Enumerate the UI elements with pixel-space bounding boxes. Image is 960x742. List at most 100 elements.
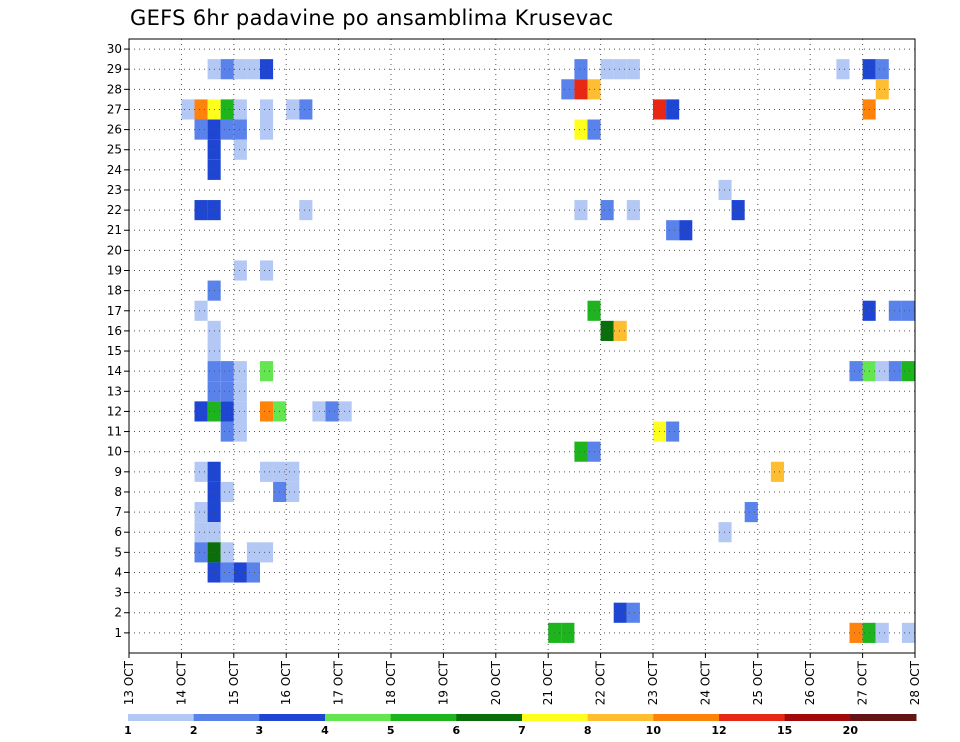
- y-tick-label: 21: [107, 223, 122, 237]
- y-tick-label: 12: [107, 404, 122, 418]
- heatmap-cell: [286, 481, 300, 503]
- legend-swatch: [390, 714, 457, 721]
- heatmap-cell: [233, 421, 247, 442]
- heatmap-cell: [246, 562, 260, 583]
- heatmap-cell: [718, 179, 732, 201]
- heatmap-cell: [220, 99, 234, 120]
- y-tick-label: 24: [107, 163, 122, 177]
- heatmap-cell: [718, 522, 732, 543]
- heatmap-cell: [679, 220, 693, 241]
- heatmap-cell: [260, 119, 274, 140]
- y-tick-label: 11: [107, 425, 122, 439]
- heatmap-cell: [338, 401, 352, 422]
- heatmap-cell: [613, 320, 627, 341]
- heatmap-cell: [626, 602, 640, 623]
- heatmap-cell: [220, 562, 234, 583]
- heatmap-cell: [574, 441, 588, 462]
- y-tick-label: 20: [107, 243, 122, 257]
- heatmap-cell: [194, 200, 208, 221]
- heatmap-cell: [770, 461, 784, 482]
- x-tick-label: 21 OCT: [541, 660, 555, 705]
- heatmap-cell: [181, 99, 195, 120]
- heatmap-cell: [901, 361, 915, 382]
- heatmap-cell: [220, 381, 234, 402]
- heatmap-cell: [220, 542, 234, 563]
- cells-layer: [181, 59, 915, 643]
- legend-swatch: [850, 714, 917, 721]
- y-tick-label: 22: [107, 203, 122, 217]
- y-tick-label: 9: [114, 465, 122, 479]
- y-tick-label: 17: [107, 304, 122, 318]
- heatmap-cell: [901, 300, 915, 321]
- legend-swatch: [325, 714, 392, 721]
- x-tick-label: 27 OCT: [856, 660, 870, 705]
- heatmap-cell: [260, 99, 274, 120]
- x-axis: 13 OCT 14 OCT 15 OCT 16 OCT 17 OCT 18 OCT 19 O…: [122, 653, 922, 705]
- y-tick-label: 27: [107, 102, 122, 116]
- heatmap-cell: [901, 622, 915, 643]
- legend-label: 20: [843, 724, 859, 737]
- y-tick-label: 4: [114, 565, 122, 579]
- legend-swatch: [719, 714, 786, 721]
- y-tick-label: 13: [107, 384, 122, 398]
- heatmap-cell: [233, 260, 247, 281]
- y-tick-label: 6: [114, 525, 122, 539]
- x-tick-label: 28 OCT: [908, 660, 922, 705]
- x-tick-label: 18 OCT: [384, 660, 398, 705]
- heatmap-cell: [666, 421, 680, 442]
- heatmap-cell: [220, 421, 234, 442]
- legend-label: 12: [711, 724, 726, 737]
- heatmap-cell: [194, 99, 208, 120]
- heatmap-cell: [836, 59, 850, 80]
- legend-label: 15: [777, 724, 792, 737]
- heatmap-cell: [731, 200, 745, 221]
- y-tick-label: 29: [107, 62, 122, 76]
- heatmap-cell: [286, 461, 300, 482]
- heatmap-cell: [613, 59, 627, 80]
- heatmap-cell: [194, 542, 208, 563]
- y-tick-label: 26: [107, 123, 122, 137]
- y-tick-label: 16: [107, 324, 122, 338]
- heatmap-cell: [233, 381, 247, 402]
- heatmap-cell: [246, 542, 260, 563]
- heatmap-cell: [194, 401, 208, 422]
- y-tick-label: 8: [114, 485, 122, 499]
- heatmap-cell: [233, 59, 247, 80]
- heatmap-cell: [260, 361, 274, 382]
- heatmap-cell: [233, 361, 247, 382]
- legend-label: 6: [453, 724, 461, 737]
- legend-swatch: [259, 714, 326, 721]
- legend-label: 1: [124, 724, 132, 737]
- heatmap-cell: [260, 461, 274, 482]
- heatmap-cell: [299, 99, 313, 120]
- heatmap-cell: [325, 401, 339, 422]
- y-tick-label: 15: [107, 344, 122, 358]
- heatmap-cell: [260, 542, 274, 563]
- heatmap-cell: [888, 361, 902, 382]
- heatmap-cell: [194, 300, 208, 321]
- heatmap-cell: [194, 119, 208, 140]
- legend-swatch: [193, 714, 260, 721]
- heatmap-cell: [220, 119, 234, 140]
- heatmap-cell: [875, 622, 889, 643]
- y-tick-label: 23: [107, 183, 122, 197]
- x-tick-label: 13 OCT: [122, 660, 136, 705]
- heatmap-cell: [286, 99, 300, 120]
- x-tick-label: 19 OCT: [436, 660, 450, 705]
- heatmap-cell: [220, 481, 234, 503]
- y-tick-label: 18: [107, 284, 122, 298]
- y-tick-label: 5: [114, 545, 122, 559]
- gridlines: [129, 39, 915, 653]
- chart-title: GEFS 6hr padavine po ansamblima Krusevac: [130, 6, 614, 30]
- legend-label: 2: [190, 724, 198, 737]
- legend-label: 3: [256, 724, 264, 737]
- y-tick-label: 28: [107, 82, 122, 96]
- y-tick-label: 19: [107, 264, 122, 278]
- heatmap-cell: [233, 139, 247, 160]
- heatmap-cell: [260, 260, 274, 281]
- x-tick-label: 17 OCT: [332, 660, 346, 705]
- heatmap-cell: [574, 119, 588, 140]
- heatmap-cell: [574, 59, 588, 80]
- heatmap-cell: [574, 200, 588, 221]
- y-tick-label: 1: [114, 626, 122, 640]
